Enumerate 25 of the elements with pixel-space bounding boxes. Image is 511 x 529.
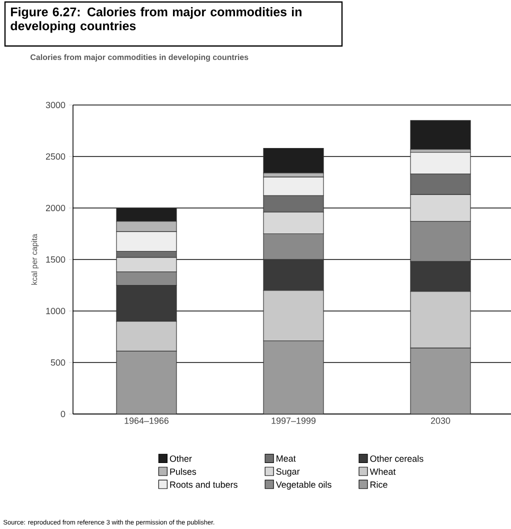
x-tick-label: 1964–1966 — [124, 418, 169, 424]
legend-label: Meat — [276, 455, 296, 462]
legend-label: Roots and tubers — [170, 481, 238, 488]
bar — [410, 120, 471, 150]
legend-label: Vegetable oils — [276, 481, 332, 490]
legend-label: Rice — [370, 481, 388, 488]
chart-title: Figure 6.27: Calories from major commodities in developing countries — [10, 7, 302, 33]
x-tick-label: 2030 — [430, 418, 450, 424]
bar — [410, 348, 471, 414]
y-tick-label: 2000 — [46, 204, 66, 212]
legend-label: Other — [170, 455, 192, 462]
legend-label: Other cereals — [370, 455, 424, 462]
legend-label: Wheat — [370, 468, 396, 475]
bar — [116, 350, 177, 414]
bar — [263, 148, 324, 174]
y-tick-label: 1000 — [46, 308, 66, 314]
bar — [263, 340, 324, 414]
y-tick-label: 1500 — [46, 256, 66, 263]
legend-label: Sugar — [276, 468, 300, 476]
x-tick-label: 1997–1999 — [272, 418, 316, 424]
y-tick-label: 500 — [50, 359, 66, 366]
y-tick-label: 3000 — [46, 102, 66, 108]
y-tick-label: 2500 — [46, 153, 66, 160]
legend-label: Pulses — [170, 468, 196, 475]
y-tick-label: 0 — [60, 410, 66, 418]
